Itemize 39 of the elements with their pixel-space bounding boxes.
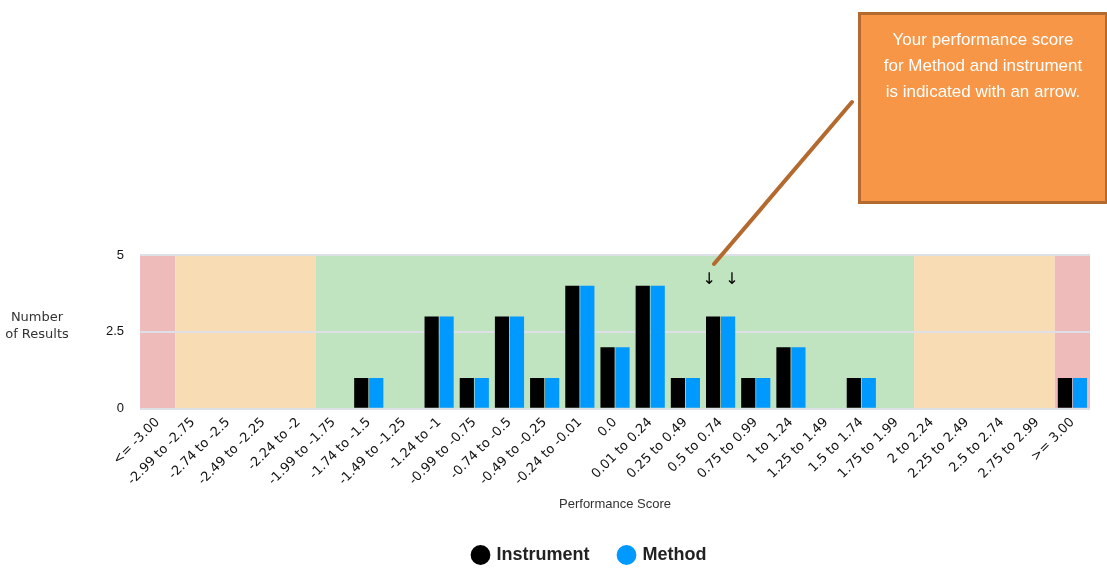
- bar: [1072, 377, 1087, 408]
- y-tick-label: 0: [116, 400, 125, 416]
- bar: [861, 377, 876, 408]
- bar: [706, 316, 721, 408]
- bar: [424, 316, 439, 408]
- bar: [791, 347, 806, 408]
- bar: [776, 347, 791, 408]
- bar: [635, 285, 650, 408]
- bar: [615, 347, 630, 408]
- bar: [530, 377, 545, 408]
- bar: [509, 316, 525, 408]
- bar: [600, 347, 615, 408]
- y-axis-title: Number of Results: [4, 308, 70, 342]
- bar: [846, 377, 861, 408]
- bar: [474, 377, 489, 408]
- legend-label: Method: [642, 543, 707, 564]
- x-tick-label: 0.0: [594, 414, 620, 440]
- bar: [545, 377, 560, 408]
- y-tick-label: 5: [116, 246, 125, 262]
- bar: [494, 316, 510, 408]
- bar: [459, 377, 474, 408]
- bar: [720, 316, 736, 408]
- bar: [756, 377, 771, 408]
- bar: [439, 316, 454, 408]
- x-axis-title: Performance Score: [559, 495, 672, 511]
- text: Your performance score for Method and instrument is indicated with an arrow.: [858, 12, 1107, 204]
- bar: [685, 377, 700, 408]
- bar: [565, 285, 580, 408]
- annotation: ↓: [725, 268, 739, 288]
- bar: [741, 377, 756, 408]
- y-tick-label: 2.5: [105, 323, 125, 339]
- bar: [369, 377, 384, 408]
- legend-label: Instrument: [496, 543, 590, 564]
- bar: [670, 377, 686, 408]
- bar: [580, 285, 595, 408]
- annotation: ↓: [702, 268, 716, 288]
- bar: [650, 285, 665, 408]
- bar: [1057, 377, 1073, 408]
- bar: [354, 377, 369, 408]
